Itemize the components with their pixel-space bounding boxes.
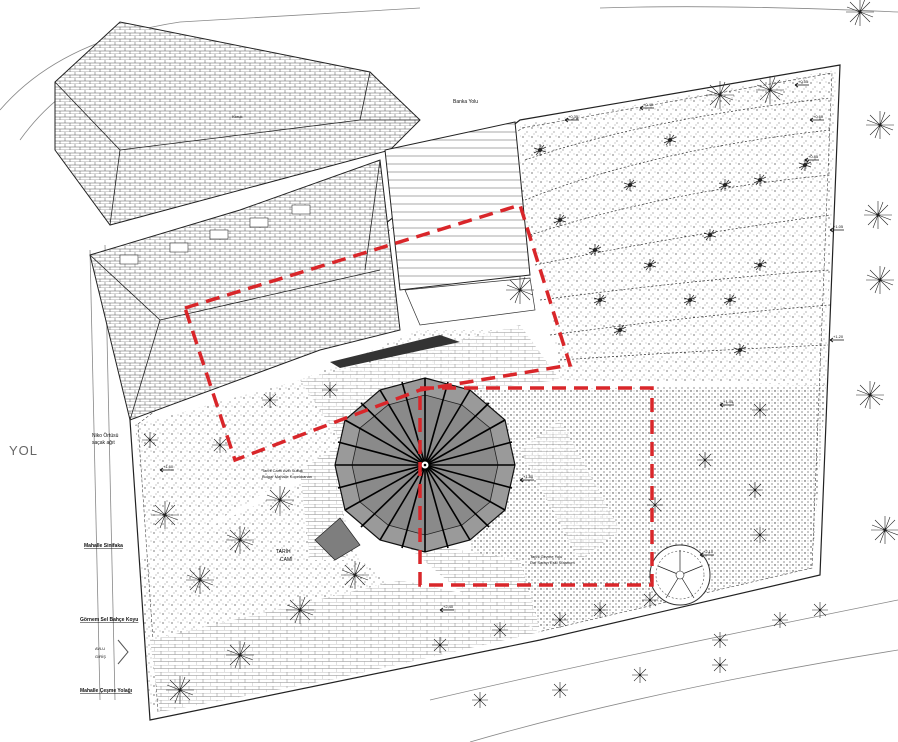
top-road-label: Banka Yolu [453,99,478,105]
garden-note-1: Tarihi Cami Avlu Sukuk Bulgar Mahalle Kop… [262,468,312,479]
level-marker-label: +2.40 [443,604,454,609]
level-marker-label: +1.60 [163,464,174,469]
upper-garden [520,70,836,385]
entry-arrow: AVLU GİRİŞ [95,639,129,665]
roof-label: Koruk [232,114,242,119]
level-marker-label: +1.80 [523,474,534,479]
level-marker-arrow [159,467,174,473]
level-marker-label: +1.45 [723,399,734,404]
level-marker-arrow [804,157,819,163]
center-mark: TARİH CAMİ [276,548,293,563]
level-markers: +0.35 +0.40 +0.55 +0.60 +0.85 +1.05 +1.20 +1.45… [159,79,844,613]
level-marker-label: +0.85 [808,154,819,159]
level-marker-label: +1.20 [833,334,844,339]
study-areas [182,202,654,587]
annotation-1: Niko Örtüsü saçak ağıt [92,432,119,446]
building-middle [384,121,536,326]
garden-note-2: Tarihi Gezme Yolu Daf Sarayı Eski Sutanum [530,554,575,565]
level-marker-label: +0.40 [643,102,654,107]
level-marker-label: +0.35 [568,114,579,119]
level-marker-label: +0.60 [813,114,824,119]
level-marker-arrow [639,105,654,111]
annotation-1-line-2: saçak ağıt [92,440,115,446]
garden-notes: Tarihi Cami Avlu Sukuk Bulgar Mahalle Kop… [262,468,575,565]
annex [314,517,361,561]
level-marker-label: +1.05 [833,224,844,229]
annotation-3: Görnem Sel Bahçe Koyu [80,617,138,623]
level-marker-arrow [699,552,714,558]
fountain [649,544,711,606]
annotation-1-line-1: Niko Örtüsü [92,432,119,439]
study-area-south [418,386,654,587]
left-annotations: Niko Örtüsü saçak ağıt Mahalle Sinifaka G… [80,432,138,694]
building-west [89,159,401,421]
level-marker-label: +0.55 [798,79,809,84]
annotation-2: Mahalle Sinifaka [84,543,123,549]
level-marker-arrow [719,402,734,408]
level-marker-arrow [829,337,844,343]
road-label: YOL [9,443,38,458]
level-marker-arrow [519,477,534,483]
rotunda [334,377,516,553]
study-area-north [182,202,573,463]
level-marker-arrow [829,227,844,233]
level-marker-arrow [439,607,454,613]
level-marker-arrow [809,117,824,123]
annotation-4: Mahalle Çeşme Yolağı [80,688,133,694]
retaining-wall [330,335,460,368]
level-marker-label: +2.10 [703,549,714,554]
building-north: Koruk [54,21,421,226]
level-marker-arrow [564,117,579,123]
level-marker-arrow [794,82,809,88]
